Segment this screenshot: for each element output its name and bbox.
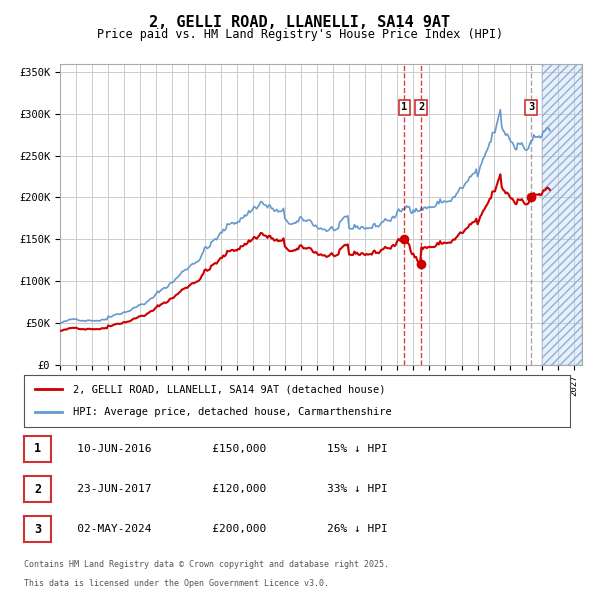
Text: HPI: Average price, detached house, Carmarthenshire: HPI: Average price, detached house, Carm… xyxy=(73,407,392,417)
Text: 02-MAY-2024         £200,000         26% ↓ HPI: 02-MAY-2024 £200,000 26% ↓ HPI xyxy=(57,525,388,534)
Text: 2, GELLI ROAD, LLANELLI, SA14 9AT (detached house): 2, GELLI ROAD, LLANELLI, SA14 9AT (detac… xyxy=(73,384,386,394)
Text: 1: 1 xyxy=(401,102,407,112)
Text: 1: 1 xyxy=(34,442,41,455)
Text: 2: 2 xyxy=(418,102,424,112)
Text: 2: 2 xyxy=(34,483,41,496)
Text: This data is licensed under the Open Government Licence v3.0.: This data is licensed under the Open Gov… xyxy=(24,579,329,588)
Text: Contains HM Land Registry data © Crown copyright and database right 2025.: Contains HM Land Registry data © Crown c… xyxy=(24,560,389,569)
Text: Price paid vs. HM Land Registry's House Price Index (HPI): Price paid vs. HM Land Registry's House … xyxy=(97,28,503,41)
Text: 10-JUN-2016         £150,000         15% ↓ HPI: 10-JUN-2016 £150,000 15% ↓ HPI xyxy=(57,444,388,454)
Text: 3: 3 xyxy=(528,102,534,112)
Text: 23-JUN-2017         £120,000         33% ↓ HPI: 23-JUN-2017 £120,000 33% ↓ HPI xyxy=(57,484,388,494)
Bar xyxy=(542,64,582,365)
Text: 3: 3 xyxy=(34,523,41,536)
Bar xyxy=(542,64,582,365)
Text: 2, GELLI ROAD, LLANELLI, SA14 9AT: 2, GELLI ROAD, LLANELLI, SA14 9AT xyxy=(149,15,451,30)
